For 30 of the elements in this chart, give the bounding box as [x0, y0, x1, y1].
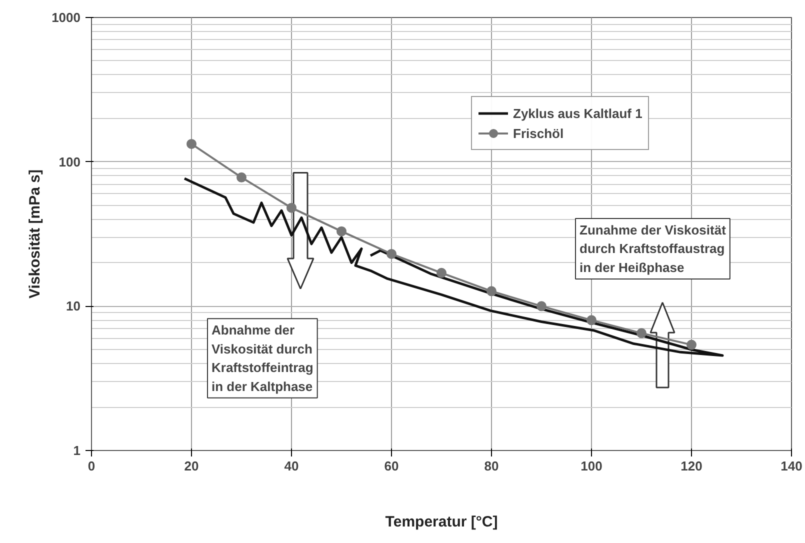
y-axis-title: Viskosität [mPa s] — [26, 170, 44, 298]
x-tick-label: 40 — [284, 458, 299, 474]
point — [286, 202, 296, 213]
annotation: Abnahme der Viskosität durch Kraftstoffeintrag in der Kaltphase — [212, 322, 314, 394]
x-tick-label: 80 — [484, 458, 499, 474]
point — [436, 268, 446, 278]
x-tick-label: 60 — [384, 458, 399, 474]
point — [186, 138, 196, 149]
x-tick-label: 140 — [780, 458, 802, 474]
line-series — [183, 177, 724, 357]
point — [236, 172, 246, 182]
y-tick-label: 10 — [66, 298, 81, 314]
point — [636, 328, 646, 338]
point — [336, 226, 346, 236]
point — [536, 301, 546, 312]
point — [486, 286, 496, 296]
y-tick-label: 100 — [58, 154, 81, 170]
x-tick-label: 0 — [88, 458, 96, 474]
x-tick-label: 100 — [580, 458, 602, 474]
point — [686, 340, 696, 350]
legend-label: Frischöl — [513, 126, 564, 140]
annotation: Zunahme der Viskosität durch Kraftstoffaustrag in der Heißphase — [580, 222, 727, 275]
point — [386, 248, 396, 259]
x-axis-title: Temperatur [°C] — [385, 514, 498, 530]
point — [586, 315, 596, 326]
y-tick-label: 1 — [73, 443, 81, 458]
x-tick-label: 120 — [680, 458, 702, 474]
x-tick-label: 20 — [184, 458, 199, 474]
y-tick-label: 1000 — [52, 10, 80, 25]
legend-label: Zyklus aus Kaltlauf 1 — [513, 106, 642, 120]
